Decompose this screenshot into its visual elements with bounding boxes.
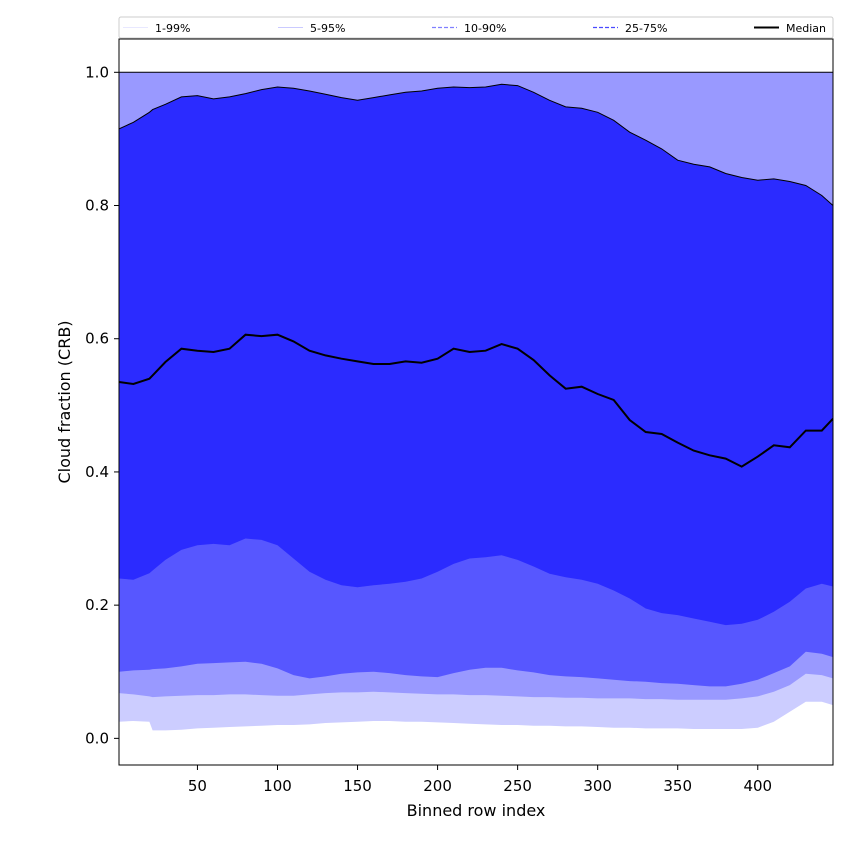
y-tick-label: 0.8: [85, 197, 109, 215]
y-axis-label: Cloud fraction (CRB): [55, 320, 74, 483]
x-tick-label: 200: [423, 777, 452, 795]
y-axis: 0.0 0.2 0.4 0.6 0.8 1.0: [85, 63, 119, 747]
x-axis-label: Binned row index: [407, 801, 546, 820]
legend-item-1-99pct: 1-99%: [123, 22, 190, 35]
y-tick-label: 0.0: [85, 729, 109, 747]
x-tick-label: 150: [343, 777, 372, 795]
band-upper-edge-line: [119, 83, 833, 206]
band-25-75pct: [119, 84, 833, 626]
y-tick-label: 0.6: [85, 330, 109, 348]
legend-label: Median: [786, 22, 826, 35]
x-tick-label: 50: [188, 777, 207, 795]
legend-label: 1-99%: [155, 22, 190, 35]
legend-item-10-90pct: 10-90%: [432, 22, 506, 35]
x-tick-label: 100: [263, 777, 292, 795]
y-tick-label: 1.0: [85, 63, 109, 81]
x-tick-label: 350: [663, 777, 692, 795]
bands-layer: [119, 72, 833, 731]
legend-item-5-95pct: 5-95%: [278, 22, 345, 35]
y-tick-label: 0.4: [85, 463, 109, 481]
legend-item-Median: Median: [754, 22, 826, 35]
legend-frame: [118, 16, 834, 39]
lines-layer: [119, 71, 833, 468]
legend-label: 10-90%: [464, 22, 506, 35]
x-tick-label: 250: [503, 777, 532, 795]
x-tick-label: 400: [743, 777, 772, 795]
plot-frame: [118, 38, 834, 766]
legend-label: 25-75%: [625, 22, 667, 35]
x-tick-label: 300: [583, 777, 612, 795]
y-tick-label: 0.2: [85, 596, 109, 614]
median-line: [119, 333, 833, 468]
legend: 1-99% 5-95% 10-90% 25-75% Median: [118, 16, 834, 39]
x-axis: 50 100 150 200 250 300 350 400: [188, 765, 772, 795]
legend-item-25-75pct: 25-75%: [593, 22, 667, 35]
legend-label: 5-95%: [310, 22, 345, 35]
plot-area: [119, 39, 833, 765]
